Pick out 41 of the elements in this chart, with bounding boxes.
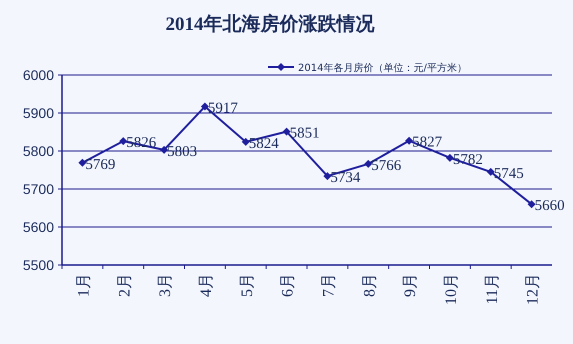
legend-label: 2014年各月房价（单位：元/平方米） bbox=[298, 62, 467, 74]
y-tick-label: 6000 bbox=[22, 67, 54, 83]
x-tick-label: 3月 bbox=[157, 273, 174, 297]
y-tick-label: 5900 bbox=[22, 105, 54, 121]
x-tick-label: 4月 bbox=[198, 273, 215, 297]
point bbox=[405, 136, 414, 145]
x-tick-label: 6月 bbox=[280, 273, 297, 297]
point bbox=[160, 146, 168, 154]
point bbox=[528, 200, 536, 208]
x-tick-label: 8月 bbox=[361, 273, 378, 297]
data-label: 5851 bbox=[290, 126, 320, 142]
x-tick-label: 5月 bbox=[238, 273, 256, 297]
data-label: 5824 bbox=[248, 136, 280, 152]
y-tick-label: 5500 bbox=[22, 257, 54, 273]
point bbox=[119, 137, 128, 146]
chart-title: 2014年北海房价涨跌情况 bbox=[166, 13, 376, 35]
data-label: 5769 bbox=[85, 156, 116, 173]
data-label: 5766 bbox=[371, 158, 402, 174]
x-tick-label: 10月 bbox=[442, 273, 460, 305]
x-tick-label: 12月 bbox=[524, 273, 542, 305]
point bbox=[364, 160, 372, 168]
y-tick-label: 5800 bbox=[22, 143, 54, 159]
data-label: 5782 bbox=[452, 152, 483, 168]
y-tick-label: 5700 bbox=[22, 181, 54, 197]
x-tick-label: 11月 bbox=[484, 273, 501, 304]
x-tick-label: 7月 bbox=[320, 273, 338, 297]
point bbox=[242, 138, 250, 146]
data-label: 5734 bbox=[330, 170, 361, 186]
x-tick-label: 9月 bbox=[402, 273, 420, 297]
point bbox=[200, 102, 209, 111]
point bbox=[282, 128, 291, 136]
data-label: 5827 bbox=[412, 134, 443, 151]
x-tick-label: 1月 bbox=[75, 273, 92, 297]
x-tick-label: 2月 bbox=[116, 273, 134, 297]
point bbox=[323, 172, 332, 180]
point bbox=[78, 158, 86, 167]
point bbox=[486, 168, 495, 176]
data-label: 5660 bbox=[534, 198, 565, 214]
y-tick-label: 5600 bbox=[22, 219, 54, 235]
data-label: 5745 bbox=[494, 166, 524, 182]
point bbox=[446, 154, 454, 162]
